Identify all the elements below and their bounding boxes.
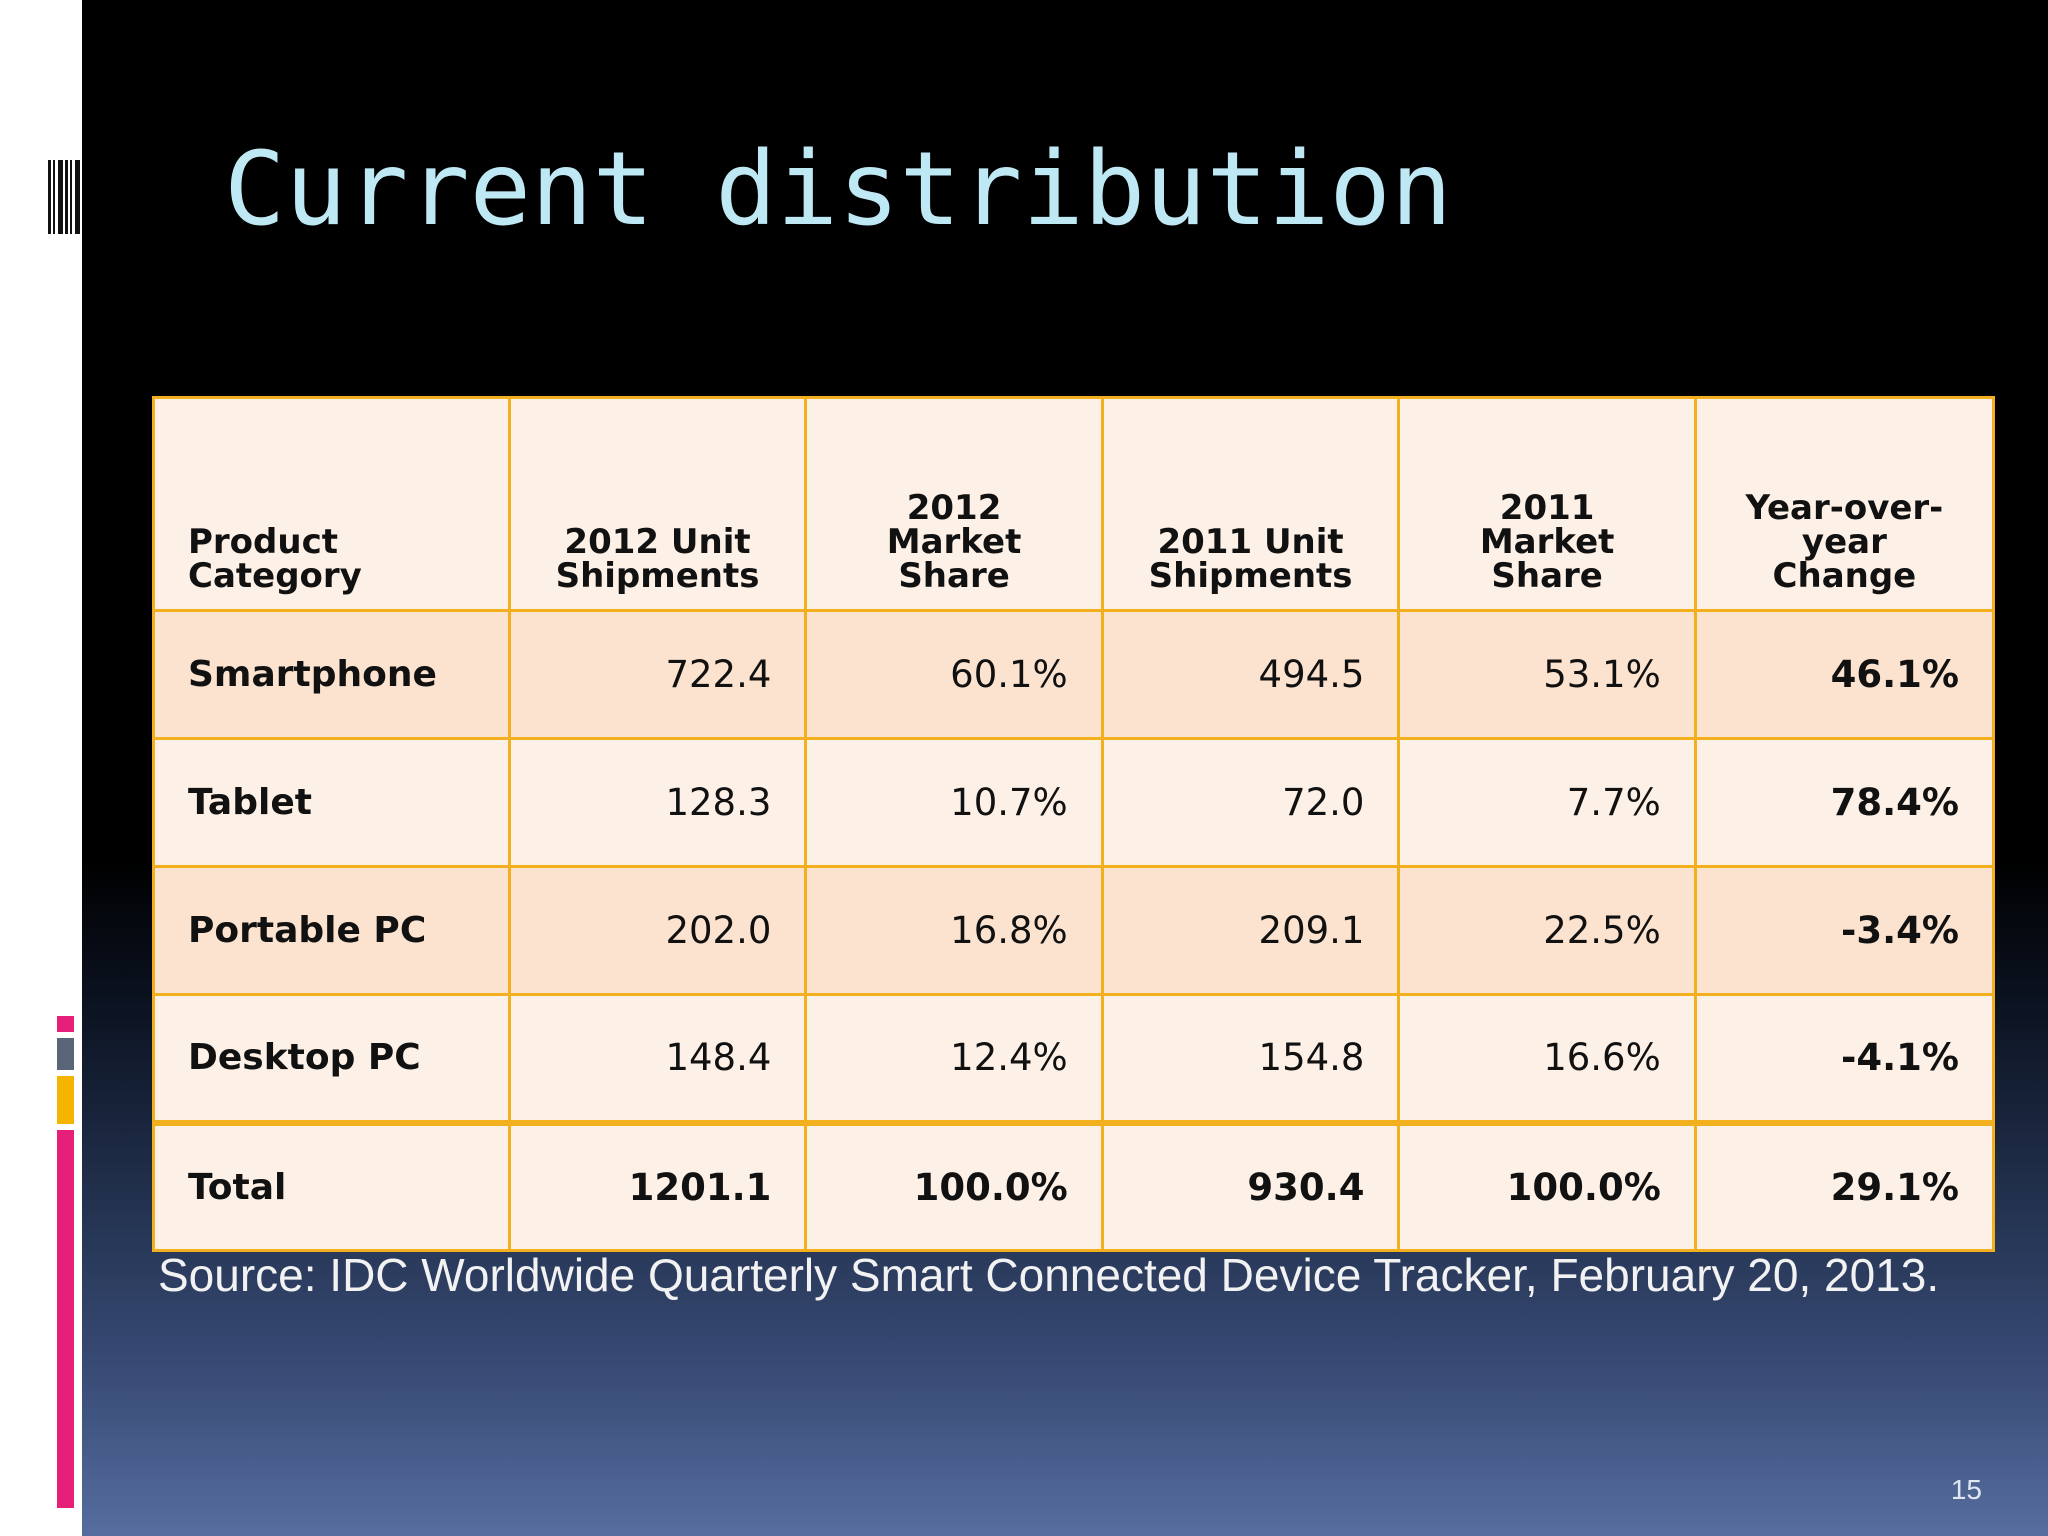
left-sidebar-strip <box>0 0 82 1536</box>
cell-share-2012: 60.1% <box>804 609 1104 740</box>
table-header-row: Product Category 2012 Unit Shipments 201… <box>152 396 1996 612</box>
cell-share-2011: 53.1% <box>1397 609 1697 740</box>
cell-share-2011: 7.7% <box>1397 737 1697 868</box>
cell-total-yoy-change: 29.1% <box>1693 1119 1996 1252</box>
barcode-decoration <box>48 160 82 234</box>
cell-share-2011: 22.5% <box>1397 865 1697 996</box>
slide-title: Current distribution <box>224 130 1453 249</box>
cell-units-2011: 494.5 <box>1100 609 1401 740</box>
cell-yoy-change: -3.4% <box>1693 865 1996 996</box>
cell-units-2012: 128.3 <box>507 737 808 868</box>
table-row: Portable PC 202.0 16.8% 209.1 22.5% -3.4… <box>152 865 1996 996</box>
table-total-row: Total 1201.1 100.0% 930.4 100.0% 29.1% <box>152 1119 1996 1252</box>
cell-category: Desktop PC <box>152 993 511 1124</box>
cell-share-2012: 16.8% <box>804 865 1104 996</box>
header-2011-unit-shipments: 2011 Unit Shipments <box>1100 396 1401 612</box>
header-2012-unit-shipments: 2012 Unit Shipments <box>507 396 808 612</box>
table-row: Tablet 128.3 10.7% 72.0 7.7% 78.4% <box>152 737 1996 868</box>
cell-share-2012: 10.7% <box>804 737 1104 868</box>
cell-share-2011: 16.6% <box>1397 993 1697 1124</box>
cell-units-2012: 202.0 <box>507 865 808 996</box>
cell-yoy-change: 78.4% <box>1693 737 1996 868</box>
source-citation: Source: IDC Worldwide Quarterly Smart Co… <box>158 1249 1940 1301</box>
cell-units-2012: 148.4 <box>507 993 808 1124</box>
cell-total-units-2011: 930.4 <box>1100 1119 1401 1252</box>
cell-category: Smartphone <box>152 609 511 740</box>
cell-units-2011: 72.0 <box>1100 737 1401 868</box>
cell-total-share-2012: 100.0% <box>804 1119 1104 1252</box>
cell-category: Portable PC <box>152 865 511 996</box>
cell-total-share-2011: 100.0% <box>1397 1119 1697 1252</box>
header-2011-market-share: 2011 Market Share <box>1397 396 1697 612</box>
cell-units-2011: 154.8 <box>1100 993 1401 1124</box>
cell-total-label: Total <box>152 1119 511 1252</box>
cell-units-2012: 722.4 <box>507 609 808 740</box>
cell-yoy-change: -4.1% <box>1693 993 1996 1124</box>
distribution-table: Product Category 2012 Unit Shipments 201… <box>152 396 1996 1252</box>
cell-units-2011: 209.1 <box>1100 865 1401 996</box>
header-year-over-year-change: Year-over-year Change <box>1693 396 1996 612</box>
header-2012-market-share: 2012 Market Share <box>804 396 1104 612</box>
cell-category: Tablet <box>152 737 511 868</box>
pink-accent-bar-tall <box>57 1130 74 1508</box>
table-row: Desktop PC 148.4 12.4% 154.8 16.6% -4.1% <box>152 993 1996 1124</box>
header-product-category: Product Category <box>152 396 511 612</box>
cell-yoy-change: 46.1% <box>1693 609 1996 740</box>
pink-accent-bar-small <box>57 1016 74 1032</box>
gold-accent-bar <box>57 1076 74 1124</box>
cell-total-units-2012: 1201.1 <box>507 1119 808 1252</box>
page-number: 15 <box>1950 1474 1982 1505</box>
table-row: Smartphone 722.4 60.1% 494.5 53.1% 46.1% <box>152 609 1996 740</box>
cell-share-2012: 12.4% <box>804 993 1104 1124</box>
gray-accent-bar <box>57 1038 74 1070</box>
